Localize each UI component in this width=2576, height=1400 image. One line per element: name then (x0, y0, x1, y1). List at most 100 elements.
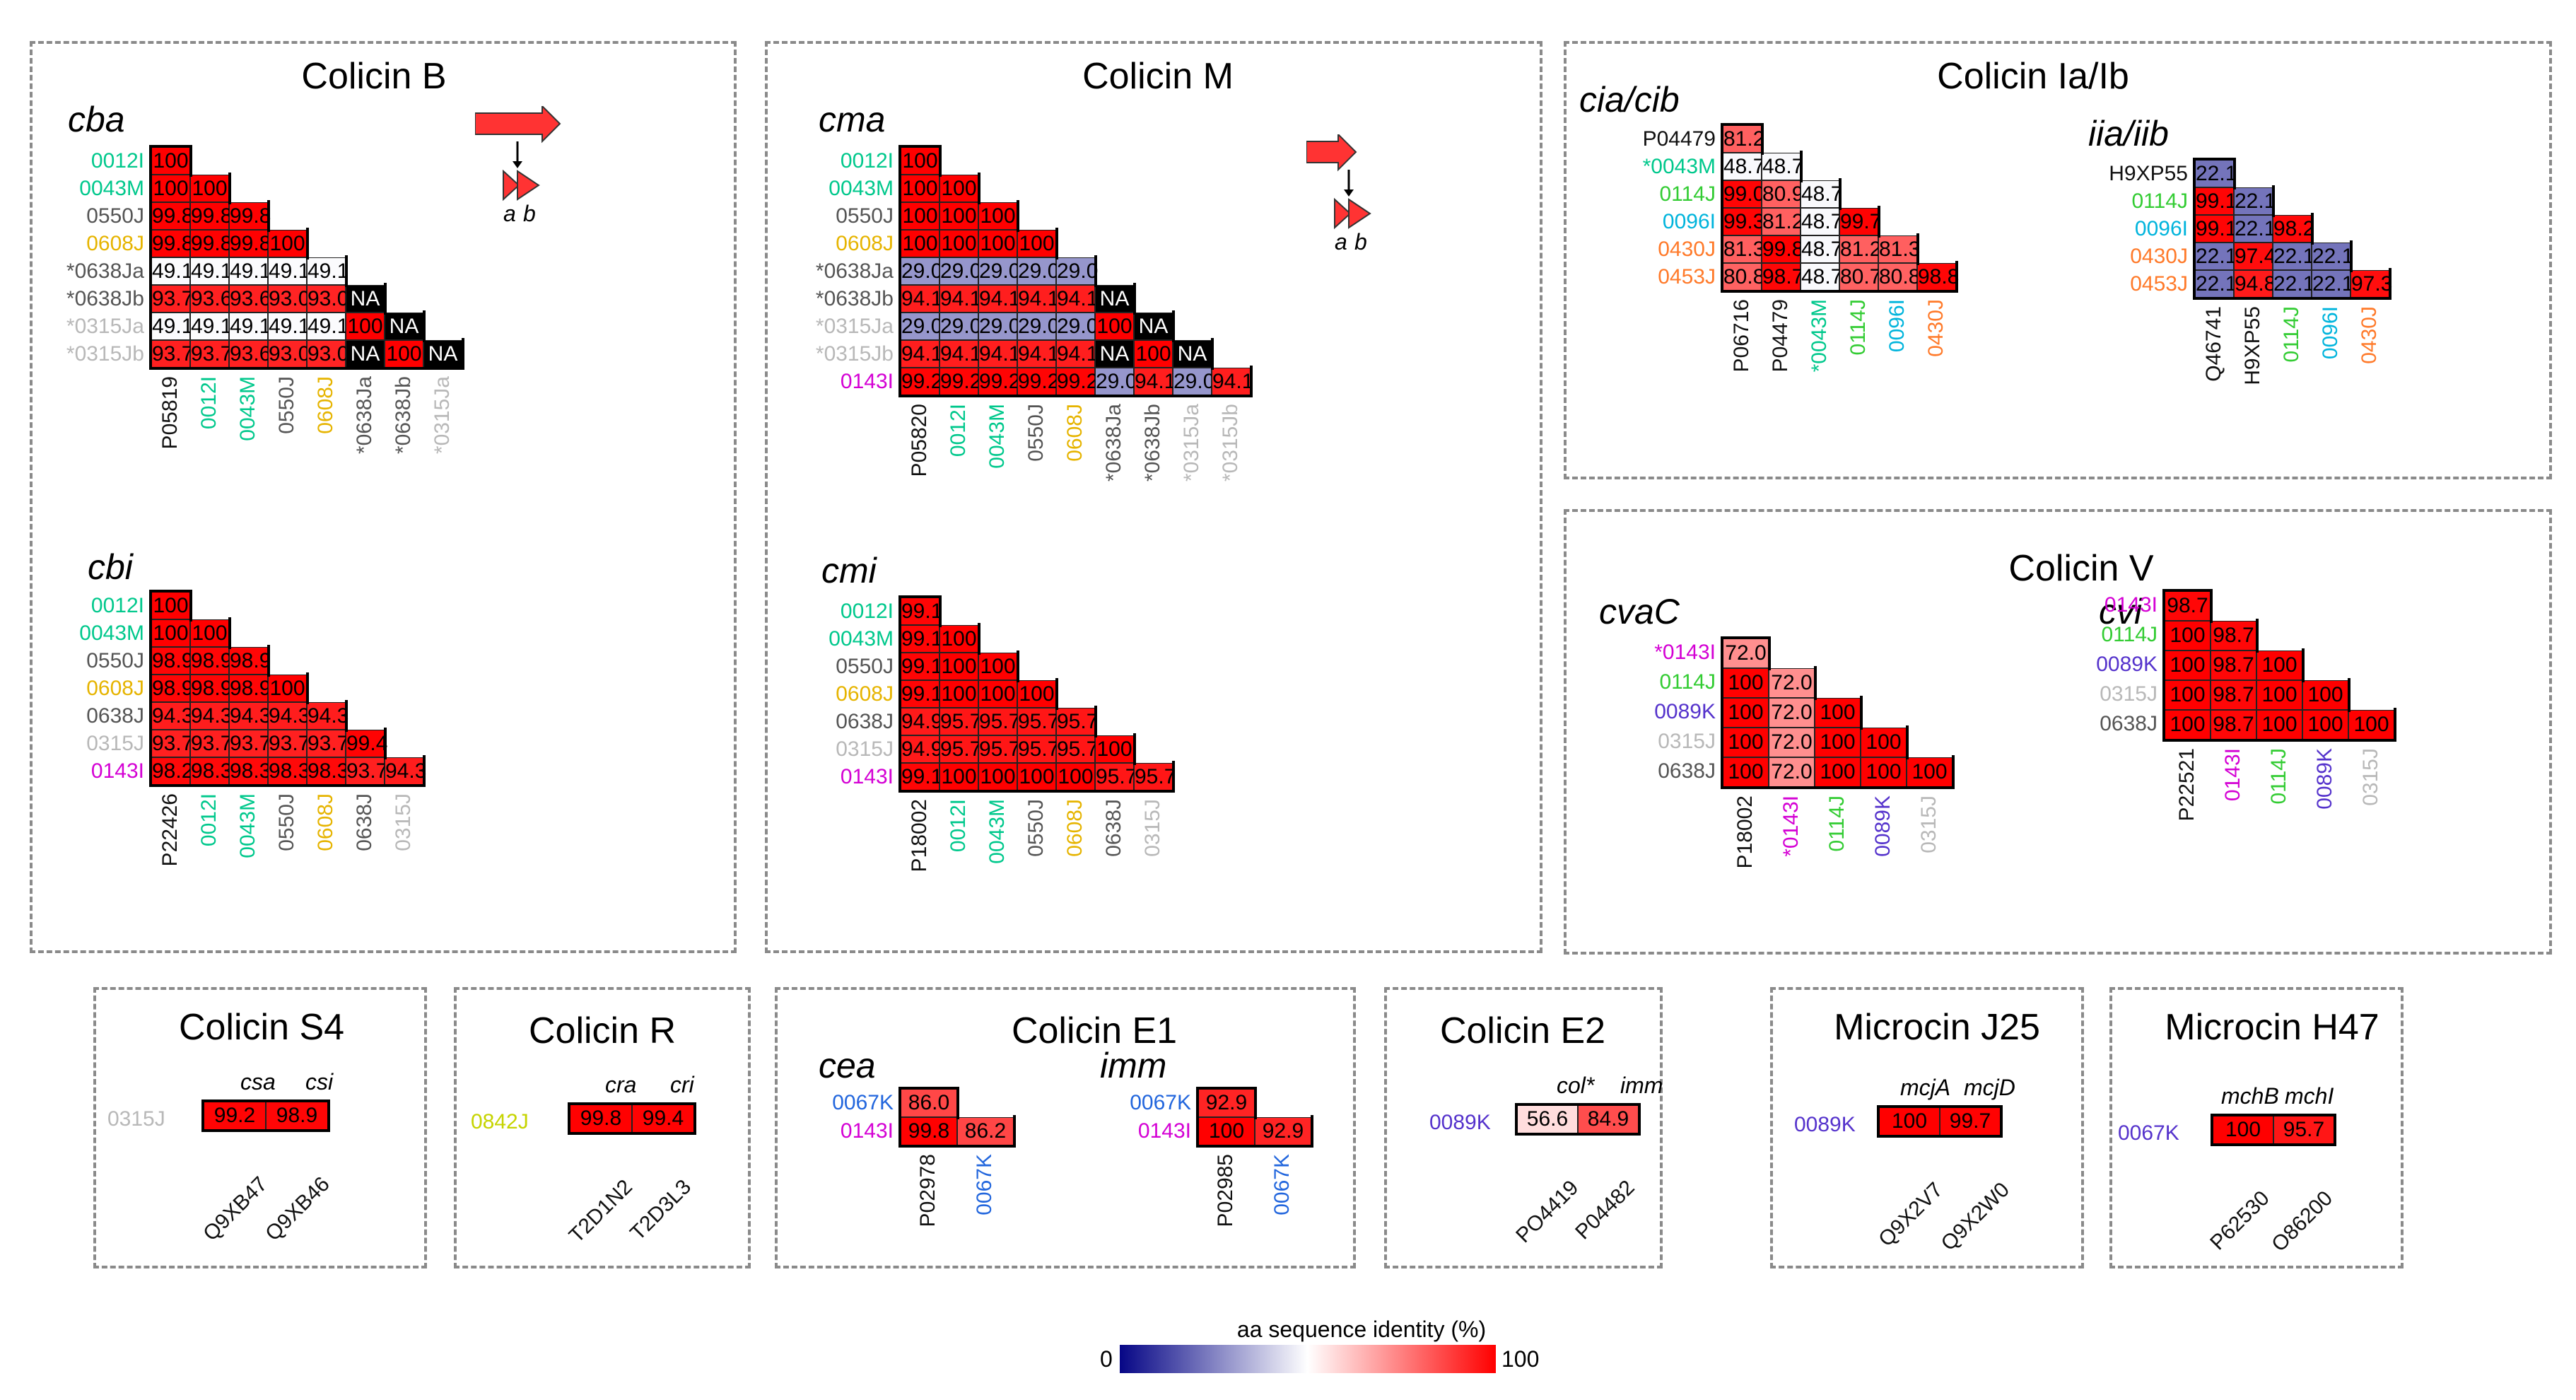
matrix-cell: 94.1 (978, 340, 1020, 368)
panel-title: Colicin E1 (1011, 1010, 1178, 1051)
legend-max: 100 (1501, 1346, 1540, 1372)
panel-title: Colicin R (528, 1010, 677, 1051)
row-label: 0550J (836, 204, 894, 228)
column-label: 0430J (2358, 306, 2381, 364)
matrix-cell: 94.3 (307, 702, 349, 730)
panel-colicin-b (30, 41, 737, 953)
matrix-cell: 98.7 (2211, 651, 2256, 680)
matrix-cell: NA (1095, 340, 1134, 368)
matrix-cell: 98.3 (229, 757, 271, 785)
column-label: 0143I (2221, 748, 2244, 802)
gene-name: cbi (88, 547, 133, 587)
matrix-cell: 97.4 (2234, 243, 2276, 270)
matrix-cell: NA (346, 285, 385, 313)
matrix-cell: 93.7 (151, 340, 193, 368)
row-label: H9XP55 (2109, 162, 2188, 185)
column-label: 0608J (1063, 799, 1087, 857)
row-label: 0114J (1659, 670, 1716, 694)
matrix-cell: 99.8 (151, 202, 193, 230)
matrix-cell: 29.0 (939, 313, 981, 340)
matrix-cell: 94.3 (190, 702, 232, 730)
matrix-cell: NA (1095, 285, 1134, 313)
matrix-cell: 80.7 (1839, 263, 1881, 291)
column-label: 0608J (314, 376, 337, 434)
matrix-cell: 100 (978, 763, 1017, 791)
matrix-cell: 93.7 (151, 730, 193, 757)
row-label: *0638Jb (66, 287, 144, 310)
matrix-cell: 94.1 (1017, 340, 1059, 368)
column-label: *0315Ja (431, 376, 454, 455)
matrix-cell: 56.6 (1517, 1105, 1578, 1133)
matrix-cell: 100 (1815, 757, 1861, 787)
panel-microcin-h47 (2109, 987, 2404, 1268)
column-label: 0012I (197, 793, 221, 847)
matrix-cell: 100 (1134, 340, 1173, 368)
column-label: 0608J (1063, 404, 1087, 462)
panel-title: Colicin V (2008, 548, 2154, 589)
column-label: *0638Jb (1141, 404, 1164, 482)
matrix-cell: 100 (939, 653, 978, 680)
matrix-cell: 95.7 (1017, 708, 1059, 735)
gene-name: cra (605, 1072, 637, 1097)
matrix-cell: 86.2 (957, 1117, 1014, 1145)
matrix-cell: 99.3 (1723, 208, 1764, 235)
matrix-cell: 49.1 (268, 257, 310, 285)
matrix-cell: 100 (385, 340, 423, 368)
matrix-cell: 100 (1815, 698, 1861, 728)
matrix-cell: 100 (2165, 710, 2211, 740)
row-label: 0012I (90, 594, 144, 617)
row-label: 0453J (1658, 265, 1716, 288)
matrix-cell: 99.0 (1723, 180, 1764, 208)
column-label: *0315Jb (1219, 404, 1242, 482)
matrix-cell: 100 (939, 175, 978, 202)
matrix-cell: 100 (1095, 313, 1134, 340)
gene-name: iia/iib (2088, 114, 2169, 153)
row-label: 0842J (471, 1110, 529, 1133)
gene-name: cma (819, 100, 886, 139)
matrix-cell: 99.1 (901, 653, 942, 680)
column-label: 0043M (236, 793, 259, 858)
row-label: 0453J (2130, 272, 2188, 296)
column-label: P06716 (1730, 299, 1753, 373)
column-label: P22426 (158, 793, 182, 867)
column-label: *0638Ja (353, 376, 376, 455)
matrix-cell: 49.1 (151, 257, 193, 285)
matrix-cell: 100 (2165, 621, 2211, 651)
row-label: 0143I (2104, 593, 2158, 617)
column-label: 0012I (947, 404, 970, 457)
matrix-cell: 49.1 (268, 313, 310, 340)
matrix-cell: 100 (1198, 1117, 1255, 1145)
row-label: 0089K (1654, 700, 1716, 723)
column-label: 0043M (236, 376, 259, 441)
gene-name: csi (305, 1069, 334, 1095)
panel-title: Colicin B (301, 56, 447, 97)
matrix-cell: 100 (1907, 757, 1953, 787)
matrix-cell: 100 (2302, 710, 2348, 740)
matrix-cell: 100 (1723, 698, 1769, 728)
matrix-cell: 100 (1723, 668, 1769, 698)
row-label: 0315J (86, 732, 144, 755)
operon-label-b: b (1354, 229, 1367, 255)
matrix-cell: 99.7 (1940, 1107, 2001, 1136)
matrix-cell: NA (346, 340, 385, 368)
panel-colicin-s4 (93, 987, 427, 1268)
matrix-cell: 94.3 (229, 702, 271, 730)
matrix-cell: 99.8 (229, 230, 271, 257)
colicin-b-operon-arrows-icon (475, 106, 561, 202)
panel-title: Colicin Ia/Ib (1937, 56, 2129, 97)
column-label: 0114J (2280, 306, 2303, 363)
matrix-cell: 48.7 (1801, 180, 1842, 208)
gene-name: mcjA (1900, 1075, 1951, 1100)
matrix-cell: 93.7 (346, 757, 387, 785)
matrix-cell: 100 (1861, 728, 1907, 757)
row-label: 0638J (1658, 759, 1716, 783)
matrix-cell: 100 (190, 619, 229, 647)
row-label: 0315J (2100, 682, 2158, 706)
legend-min: 0 (1100, 1346, 1113, 1372)
matrix-cell: 98.7 (2211, 621, 2256, 651)
column-label: 0315J (392, 793, 415, 851)
matrix-cell: 99.1 (2195, 215, 2237, 243)
matrix-cell: 22.1 (2234, 215, 2276, 243)
matrix-cell: 72.0 (1769, 698, 1815, 728)
matrix-cell: 99.2 (204, 1102, 266, 1130)
